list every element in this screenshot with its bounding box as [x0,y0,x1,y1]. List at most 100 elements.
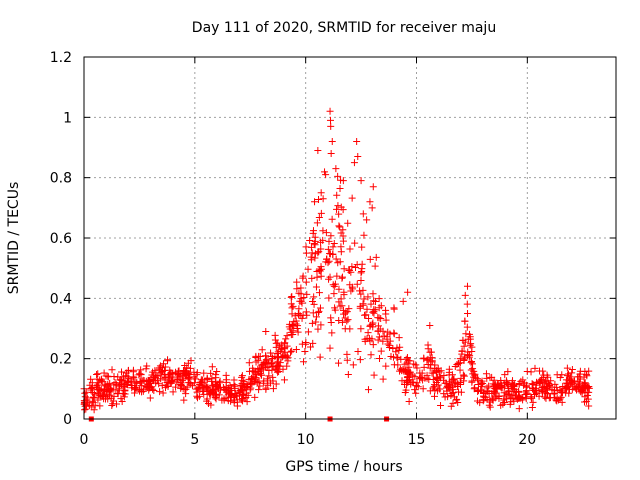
data-point [315,289,323,297]
data-point [434,387,442,395]
data-point [428,369,436,377]
data-point [523,390,531,398]
data-point [177,384,185,392]
data-point [87,375,95,383]
data-point [272,380,280,388]
data-point [331,304,339,312]
data-point [309,298,317,306]
data-point [437,402,445,410]
data-point [382,316,390,324]
data-point [300,294,308,302]
data-point [306,236,314,244]
data-point [411,386,419,394]
data-point [317,321,325,329]
data-point [262,328,270,336]
data-point [143,362,151,370]
data-point [528,394,536,402]
data-point [354,348,362,356]
data-point [326,116,334,124]
data-point [315,307,323,315]
data-point [483,387,491,395]
data-point [313,273,321,281]
data-point [294,328,302,336]
data-point [347,287,355,295]
data-point [251,368,259,376]
data-point [402,367,410,375]
data-point [358,260,366,268]
data-point [155,364,163,372]
data-point [330,240,338,248]
data-point [328,329,336,337]
data-point [193,394,201,402]
data-point [473,375,481,383]
data-point [363,216,371,224]
data-point [335,285,343,293]
data-point [488,396,496,404]
data-point [336,223,344,231]
data-point [510,385,518,393]
data-point [267,359,275,367]
data-point [200,390,208,398]
data-point [412,361,420,369]
data-point [262,352,270,360]
data-point [94,396,102,404]
data-point [395,334,403,342]
data-point [337,248,345,256]
data-point [319,195,327,203]
data-point [382,362,390,370]
data-point [316,304,324,312]
data-point [325,294,333,302]
data-point [274,339,282,347]
data-point [543,371,551,379]
data-point [332,165,340,173]
data-point [548,385,556,393]
data-point [464,310,472,318]
data-point [389,344,397,352]
data-point [508,382,516,390]
data-point [298,299,306,307]
data-point [315,196,323,204]
data-point [504,368,512,376]
data-point [308,319,316,327]
data-point [255,352,263,360]
data-point [335,222,343,230]
data-point [368,335,376,343]
data-point [461,317,469,325]
data-point [345,266,353,274]
data-point [258,346,266,354]
data-point [190,368,198,376]
data-point [258,371,266,379]
data-point [313,313,321,321]
data-point [372,298,380,306]
data-point [307,243,315,251]
data-point [280,376,288,384]
data-point [303,311,311,319]
data-point [158,368,166,376]
data-point [231,384,239,392]
data-point [460,356,468,364]
data-point [295,311,303,319]
x-tick-label: 0 [80,432,89,448]
data-point [312,283,320,291]
data-point [330,282,338,290]
data-point [208,363,216,371]
data-point [311,233,319,241]
data-point [398,377,406,385]
data-point [456,359,464,367]
data-point [561,384,569,392]
data-point [326,250,334,258]
data-point [461,291,469,299]
data-point [343,308,351,316]
data-point [436,374,444,382]
data-point [286,325,294,333]
data-point [306,343,314,351]
data-point [282,335,290,343]
data-point [580,398,588,406]
data-point [222,376,230,384]
data-point [317,265,325,273]
y-tick-label: 0.8 [50,171,72,187]
data-point [403,381,411,389]
data-point [116,381,124,389]
data-point [546,394,554,402]
data-point [297,297,305,305]
